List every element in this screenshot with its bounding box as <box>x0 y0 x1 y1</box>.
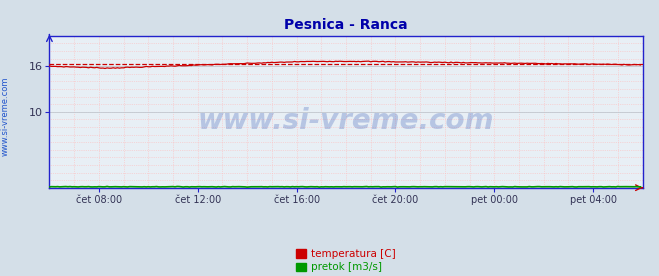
Text: www.si-vreme.com: www.si-vreme.com <box>198 107 494 135</box>
Legend: temperatura [C], pretok [m3/s]: temperatura [C], pretok [m3/s] <box>292 245 400 276</box>
Title: Pesnica - Ranca: Pesnica - Ranca <box>284 18 408 32</box>
Text: www.si-vreme.com: www.si-vreme.com <box>1 76 10 156</box>
